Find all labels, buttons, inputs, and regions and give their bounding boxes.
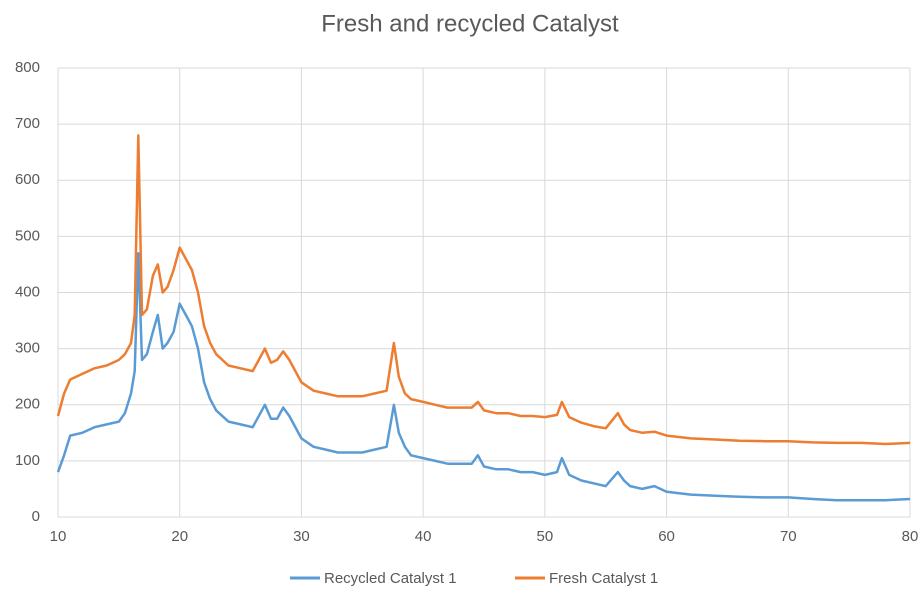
y-tick-label: 600: [15, 171, 40, 188]
x-tick-label: 10: [50, 528, 67, 545]
x-tick-label: 80: [902, 528, 919, 545]
x-tick-label: 70: [780, 528, 797, 545]
y-tick-label: 100: [15, 452, 40, 469]
y-tick-label: 200: [15, 396, 40, 413]
x-tick-label: 40: [415, 528, 432, 545]
x-tick-label: 30: [293, 528, 310, 545]
series-line: [56, 134, 911, 446]
y-tick-label: 800: [15, 59, 40, 76]
chart-title: Fresh and recycled Catalyst: [321, 10, 619, 37]
y-tick-label: 500: [15, 227, 40, 244]
legend-label: Fresh Catalyst 1: [549, 570, 658, 587]
x-tick-label: 50: [537, 528, 554, 545]
x-tick-label: 60: [658, 528, 675, 545]
y-tick-label: 300: [15, 340, 40, 357]
x-tick-label: 20: [171, 528, 188, 545]
y-tick-label: 400: [15, 283, 40, 300]
legend-label: Recycled Catalyst 1: [324, 570, 457, 587]
y-tick-label: 700: [15, 115, 40, 132]
y-tick-label: 0: [32, 508, 40, 525]
series-line: [56, 251, 911, 502]
